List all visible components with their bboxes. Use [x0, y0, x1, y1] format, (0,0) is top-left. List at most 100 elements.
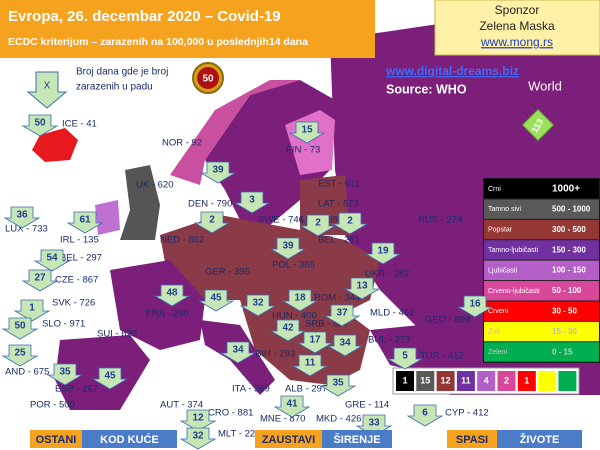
count-value: 1 — [402, 375, 407, 385]
legend-swatch — [484, 219, 599, 240]
arrow — [323, 304, 361, 327]
legend-range: 300 - 500 — [552, 225, 586, 234]
country-label: ITA - 369 — [232, 384, 270, 395]
legend-name: Zuti — [488, 329, 500, 336]
world-marker — [521, 108, 555, 142]
button[interactable] — [447, 430, 497, 448]
legend-name: Tamno-ljubičasti — [488, 247, 539, 254]
country-label: UKR - 282 — [365, 269, 409, 280]
button[interactable] — [497, 430, 582, 448]
button-label[interactable]: ŠIRENJE — [333, 433, 380, 446]
country-label: SUI - 629 — [97, 329, 137, 340]
arrow — [3, 206, 41, 229]
legend-swatch — [484, 281, 599, 301]
arrow — [386, 347, 424, 370]
arrow-value: 45 — [210, 293, 222, 304]
arrow — [406, 404, 444, 427]
arrow — [153, 284, 191, 307]
arrow-value: 61 — [79, 215, 91, 226]
legend-swatch — [484, 179, 599, 199]
arrow-value: 17 — [309, 335, 321, 346]
arrow-value: 2 — [315, 218, 321, 229]
country-label: FIN - 73 — [286, 145, 320, 156]
country-label: CZE - 867 — [55, 275, 98, 286]
arrow-value: 35 — [59, 367, 71, 378]
count-box — [517, 371, 536, 391]
sponsor-name: Zelena Maska — [479, 19, 555, 33]
country-label: ALB - 297 — [285, 384, 327, 395]
site-link[interactable]: www.digital-dreams.biz — [385, 64, 519, 78]
country-label: ICE - 41 — [62, 119, 97, 130]
count-box — [396, 371, 414, 391]
country-label: FRA - 290 — [146, 309, 189, 320]
button[interactable] — [322, 430, 392, 448]
button-label[interactable]: KOD KUĆE — [100, 433, 159, 446]
ireland — [95, 200, 120, 235]
arrow-value: 36 — [16, 210, 28, 221]
country-label: ROM - 344 — [314, 293, 360, 304]
legend-swatch — [484, 342, 599, 362]
legend-range: 150 - 300 — [552, 245, 586, 254]
count-box — [416, 371, 435, 391]
arrow-value: 11 — [305, 358, 316, 369]
x-marker: X — [44, 81, 51, 92]
legend: Crni 1000+ Tamno sivi 500 - 1000 Popstar 300 … — [392, 178, 600, 395]
arrow-value: 2 — [209, 215, 215, 226]
arrow — [299, 214, 337, 237]
arrow — [269, 237, 307, 260]
count-value: 15 — [420, 375, 430, 385]
arrow-value: 34 — [339, 338, 351, 349]
arrow-value: 45 — [104, 371, 116, 382]
arrow — [66, 211, 104, 234]
legend-name: Zeleni — [488, 349, 508, 356]
button-label[interactable]: SPASI — [456, 434, 488, 446]
button[interactable] — [30, 430, 82, 448]
arrow — [364, 242, 402, 265]
legend-swatch — [484, 301, 599, 321]
buttons: OSTANI KOD KUĆE ZAUSTAVI ŠIRENJE SPASI ŽIVOTE — [30, 430, 582, 448]
country-label: BIH - 293 — [255, 349, 295, 360]
count-value: 11 — [461, 375, 471, 385]
count-box — [538, 371, 557, 391]
arrow — [91, 367, 129, 390]
count-box — [436, 371, 455, 391]
arrow-value: 32 — [252, 298, 264, 309]
badge-value: 50 — [202, 74, 214, 85]
arrow-value: 12 — [192, 413, 204, 424]
legend-range: 0 - 15 — [552, 347, 573, 356]
arrow-value: 37 — [336, 308, 348, 319]
country-label: SRB - 887 — [305, 319, 349, 330]
country-label: GEO - 898 — [425, 315, 470, 326]
country-label: SVK - 726 — [52, 298, 95, 309]
legend-range: 500 - 1000 — [552, 205, 591, 214]
country-label: ESP - 267 — [55, 384, 98, 395]
arrow — [13, 299, 51, 322]
count-value: 2 — [504, 375, 509, 385]
country-label: BUL - 273 — [368, 335, 410, 346]
arrow — [291, 354, 329, 377]
arrow — [233, 191, 271, 214]
count-box — [497, 371, 516, 391]
arrow — [46, 363, 84, 386]
button[interactable] — [255, 430, 322, 448]
arrow — [21, 269, 59, 292]
country-label: AND - 675 — [5, 367, 49, 378]
country-label: DEN - 790 — [188, 199, 232, 210]
country-label: MNE - 870 — [260, 414, 305, 425]
button-label[interactable]: OSTANI — [36, 434, 77, 446]
legend-name: Ljubičasti — [488, 267, 518, 274]
arrow-value: 16 — [469, 299, 481, 310]
country-label: EST - 611 — [318, 179, 360, 190]
arrow — [269, 319, 307, 342]
button-label[interactable]: ŽIVOTE — [520, 433, 560, 446]
badge-inner — [197, 67, 219, 89]
sponsor-url[interactable]: www.mong.rs — [480, 35, 553, 49]
header-box — [0, 0, 375, 58]
arrow-value: 41 — [286, 399, 298, 410]
button[interactable] — [82, 430, 177, 448]
button-label[interactable]: ZAUSTAVI — [262, 434, 315, 446]
count-box — [477, 371, 496, 391]
arrow — [219, 341, 257, 364]
legend-name: Popstar — [488, 227, 513, 234]
